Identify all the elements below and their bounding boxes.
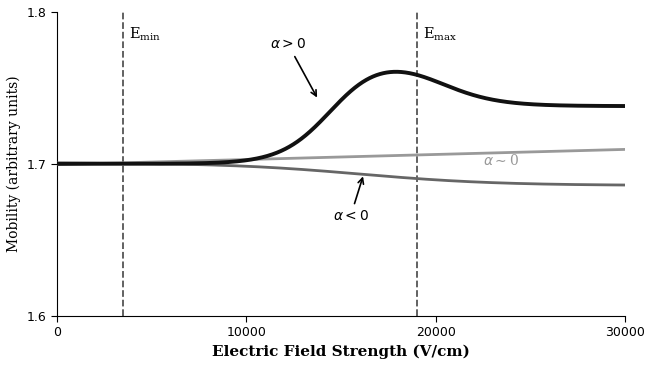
Text: $\mathregular{E_{max}}$: $\mathregular{E_{max}}$ xyxy=(422,26,457,43)
X-axis label: Electric Field Strength (V/cm): Electric Field Strength (V/cm) xyxy=(212,345,470,359)
Text: $\alpha$$\sim$0: $\alpha$$\sim$0 xyxy=(483,153,519,168)
Y-axis label: Mobility (arbitrary units): Mobility (arbitrary units) xyxy=(7,75,22,252)
Text: $\mathregular{E_{min}}$: $\mathregular{E_{min}}$ xyxy=(129,26,161,43)
Text: $\alpha>0$: $\alpha>0$ xyxy=(270,37,316,96)
Text: $\alpha<0$: $\alpha<0$ xyxy=(333,178,368,223)
